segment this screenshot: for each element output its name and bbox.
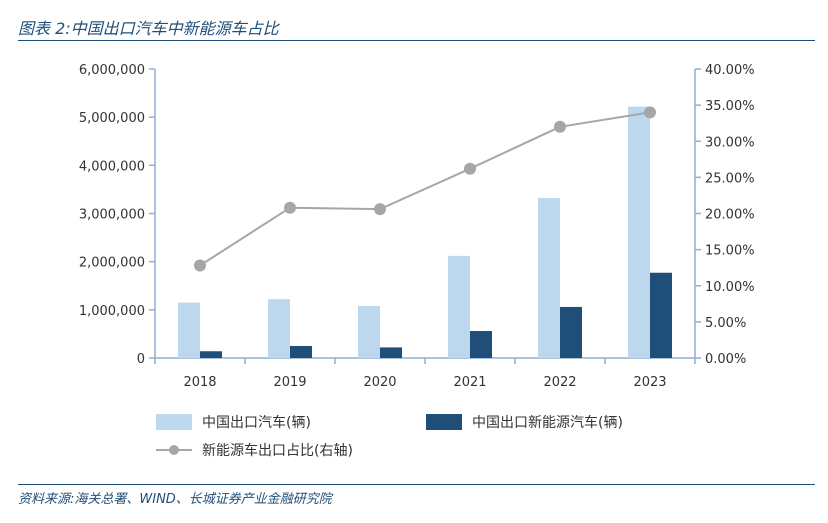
- ratio-point: [464, 162, 476, 175]
- right-axis-tick-label: 5.00%: [705, 316, 746, 331]
- right-axis-tick-label: 35.00%: [705, 99, 755, 114]
- ratio-point: [644, 106, 656, 119]
- legend-label-exports: 中国出口汽车(辆): [202, 414, 311, 431]
- bars: [178, 106, 672, 358]
- legend-label-nev-exports: 中国出口新能源汽车(辆): [472, 414, 623, 431]
- figure-title: 图表 2:中国出口汽车中新能源车占比: [18, 19, 279, 38]
- legend-label-ratio: 新能源车出口占比(右轴): [202, 442, 353, 459]
- x-axis-tick-label: 2020: [363, 375, 396, 390]
- left-axis-tick-label: 6,000,000: [79, 63, 145, 78]
- bar-nev-exports: [470, 331, 492, 358]
- right-axis-tick-label: 0.00%: [705, 352, 746, 367]
- right-axis-tick-label: 30.00%: [705, 135, 755, 150]
- bar-exports: [268, 299, 290, 358]
- bar-nev-exports: [380, 347, 402, 358]
- left-axis-tick-label: 5,000,000: [79, 111, 145, 126]
- left-axis-tick-label: 0: [137, 352, 145, 367]
- right-axis-tick-label: 10.00%: [705, 280, 755, 295]
- x-axis: 2018 2019 2020 2021 2022 2023: [154, 357, 696, 390]
- right-axis-tick-label: 15.00%: [705, 244, 755, 259]
- bar-exports: [358, 305, 380, 358]
- x-axis-tick-label: 2021: [453, 375, 486, 390]
- bar-exports: [178, 302, 200, 358]
- x-axis-tick-label: 2019: [273, 375, 306, 390]
- right-axis-tick-label: 40.00%: [705, 63, 755, 78]
- ratio-line-path: [199, 111, 651, 267]
- title-divider: [18, 40, 815, 41]
- legend-swatch-nev-exports: [426, 414, 462, 430]
- legend-swatch-ratio-marker: [169, 445, 179, 455]
- ratio-point: [554, 120, 566, 133]
- left-axis: 0 1,000,000 2,000,000 3,000,000 4,000,000 5,0…: [79, 63, 156, 367]
- bar-exports: [448, 255, 470, 358]
- bar-nev-exports: [650, 272, 672, 358]
- bar-exports: [538, 198, 560, 358]
- left-axis-tick-label: 2,000,000: [79, 256, 145, 271]
- right-axis: 0.00% 5.00% 10.00% 15.00% 20.00% 25.00% 30.00%…: [694, 63, 755, 367]
- left-axis-tick-label: 3,000,000: [79, 208, 145, 223]
- right-axis-tick-label: 25.00%: [705, 171, 755, 186]
- left-axis-tick-label: 4,000,000: [79, 159, 145, 174]
- left-axis-tick-label: 1,000,000: [79, 304, 145, 319]
- bar-nev-exports: [560, 306, 582, 358]
- source-note: 资料来源:海关总署、WIND、长城证券产业金融研究院: [18, 492, 332, 507]
- legend-swatch-exports: [156, 414, 192, 430]
- bar-nev-exports: [290, 345, 312, 358]
- ratio-point: [194, 259, 206, 272]
- right-axis-tick-label: 20.00%: [705, 208, 755, 223]
- x-axis-tick-label: 2018: [183, 375, 216, 390]
- legend: 中国出口汽车(辆) 中国出口新能源汽车(辆) 新能源车出口占比(右轴): [156, 414, 623, 459]
- x-axis-tick-label: 2023: [633, 375, 666, 390]
- bar-exports: [628, 106, 650, 358]
- ratio-line: [194, 106, 656, 272]
- chart: 0 1,000,000 2,000,000 3,000,000 4,000,000 5,0…: [79, 63, 755, 459]
- source-divider: [18, 484, 815, 485]
- bar-nev-exports: [200, 351, 222, 358]
- ratio-point: [374, 203, 386, 216]
- ratio-point: [284, 201, 296, 214]
- x-axis-tick-label: 2022: [543, 375, 576, 390]
